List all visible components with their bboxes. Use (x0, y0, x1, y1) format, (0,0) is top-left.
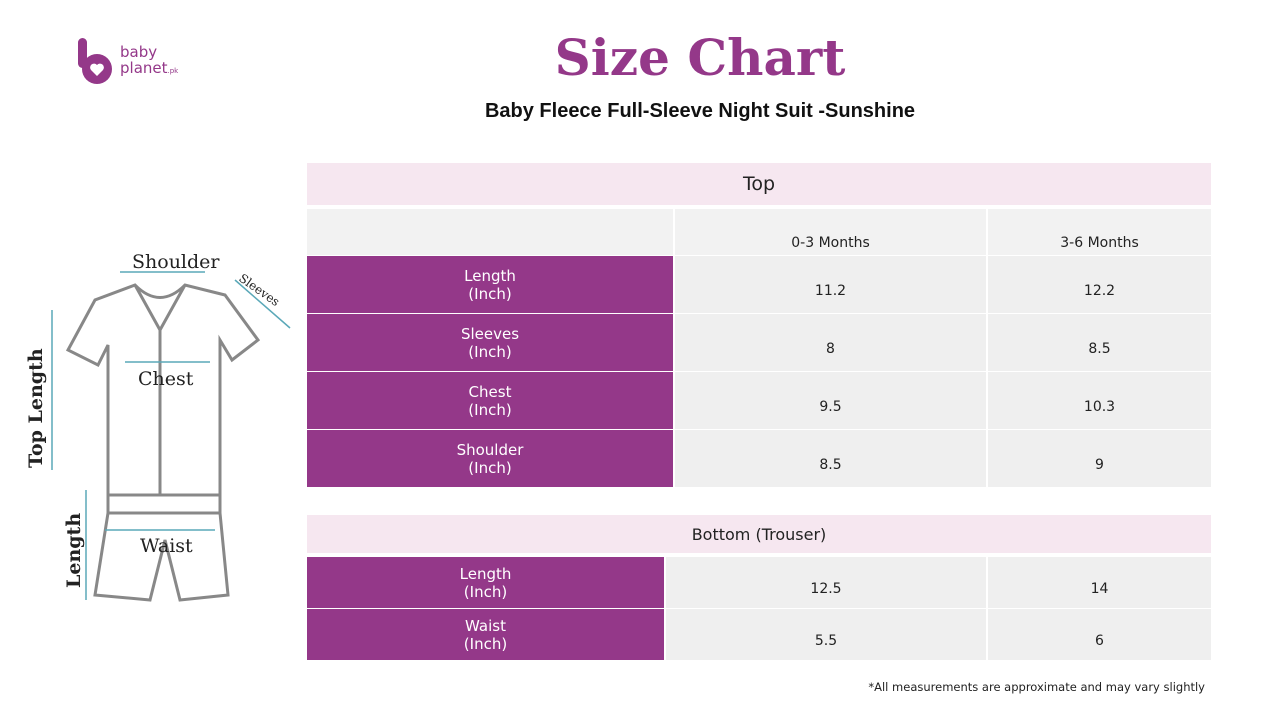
page-title: Size Chart (554, 28, 846, 87)
header-blank (307, 209, 673, 255)
row-label-unit: (Inch) (468, 284, 512, 303)
table-row: Sleeves (Inch) 8 8.5 (307, 314, 1211, 372)
value-0-3-months: 12.5 (664, 557, 986, 609)
bottom-section-heading: Bottom (Trouser) (307, 515, 1211, 553)
brand-line1: baby (120, 42, 158, 61)
value-0-3-months: 8.5 (673, 430, 986, 488)
row-label: Length (Inch) (307, 256, 673, 314)
measurement-note: *All measurements are approximate and ma… (868, 680, 1205, 694)
label-waist: Waist (140, 535, 193, 557)
row-label: Chest (Inch) (307, 372, 673, 430)
value-3-6-months: 12.2 (986, 256, 1211, 314)
row-label-name: Sleeves (460, 324, 520, 343)
value-0-3-months: 8 (673, 314, 986, 372)
brand-logo: baby planet.pk (78, 38, 178, 84)
table-row: Shoulder (Inch) 8.5 9 (307, 430, 1211, 488)
row-label-unit: (Inch) (468, 400, 512, 419)
product-subtitle: Baby Fleece Full-Sleeve Night Suit -Suns… (484, 100, 916, 122)
row-label-name: Waist (465, 616, 506, 635)
row-label-name: Length (459, 564, 512, 583)
table-row: Length (Inch) 11.2 12.2 (307, 256, 1211, 314)
row-label-name: Length (464, 266, 516, 285)
value-0-3-months: 5.5 (664, 609, 986, 661)
label-shoulder: Shoulder (132, 251, 220, 273)
row-label-unit: (Inch) (468, 458, 512, 477)
top-header-row: 0-3 Months 3-6 Months (307, 209, 1211, 255)
table-row: Chest (Inch) 9.5 10.3 (307, 372, 1211, 430)
label-sleeves: Sleeves (236, 271, 282, 309)
brand-name: baby planet.pk (120, 44, 178, 79)
garment-illustration: Shoulder Sleeves Chest Top Length Waist … (25, 251, 291, 602)
header-3-6-months: 3-6 Months (986, 209, 1211, 255)
header-0-3-months: 0-3 Months (673, 209, 986, 255)
row-label: Length (Inch) (307, 557, 664, 609)
label-top-length: Top Length (25, 348, 47, 468)
value-0-3-months: 11.2 (673, 256, 986, 314)
brand-suffix: .pk (167, 66, 179, 75)
row-label-unit: (Inch) (463, 634, 508, 653)
brand-line2: planet (120, 58, 168, 77)
row-label-unit: (Inch) (463, 582, 508, 601)
value-3-6-months: 10.3 (986, 372, 1211, 430)
label-chest: Chest (138, 368, 194, 390)
row-label: Shoulder (Inch) (307, 430, 673, 488)
table-row: Length (Inch) 12.5 14 (307, 557, 1211, 609)
row-label: Waist (Inch) (307, 609, 664, 661)
logo-heart-b-icon (78, 38, 112, 84)
row-label: Sleeves (Inch) (307, 314, 673, 372)
row-label-name: Chest (468, 382, 512, 401)
row-label-name: Shoulder (456, 440, 524, 459)
value-0-3-months: 9.5 (673, 372, 986, 430)
row-label-unit: (Inch) (468, 342, 512, 361)
value-3-6-months: 14 (986, 557, 1211, 609)
top-section-heading: Top (307, 163, 1211, 205)
value-3-6-months: 8.5 (986, 314, 1211, 372)
table-row: Waist (Inch) 5.5 6 (307, 609, 1211, 661)
value-3-6-months: 6 (986, 609, 1211, 661)
label-length: Length (63, 513, 85, 588)
value-3-6-months: 9 (986, 430, 1211, 488)
